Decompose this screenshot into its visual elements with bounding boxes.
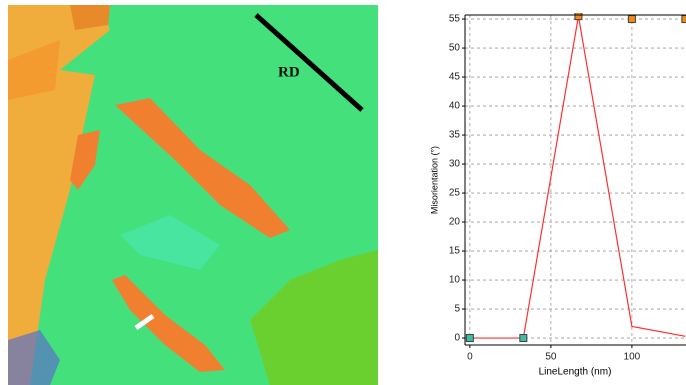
y-tick-label: 55 [449, 14, 461, 25]
line-scan-marker [134, 313, 155, 331]
rd-axis-line [254, 13, 364, 112]
grain [112, 275, 225, 372]
x-tick-label: 50 [545, 352, 557, 363]
orientation-map: RD [8, 5, 378, 385]
y-tick-label: 20 [449, 217, 461, 228]
y-axis-label: Misorientation (°) [429, 146, 439, 214]
y-tick-label: 5 [454, 304, 460, 315]
grain [70, 5, 110, 30]
y-tick-label: 25 [449, 188, 461, 199]
x-axis-label: LineLength (nm) [539, 367, 612, 378]
grain [115, 98, 290, 238]
x-tick-label: 0 [467, 352, 473, 363]
y-tick-label: 15 [449, 246, 461, 257]
grain [120, 215, 220, 270]
y-tick-label: 35 [449, 130, 461, 141]
grain [8, 40, 60, 100]
grain [250, 250, 378, 385]
plot-area [465, 13, 686, 345]
data-marker [627, 15, 636, 24]
data-marker [465, 334, 474, 343]
data-marker [574, 13, 583, 21]
y-tick-label: 30 [449, 159, 461, 170]
y-tick-label: 45 [449, 72, 461, 83]
y-tick-label: 10 [449, 275, 461, 286]
rd-label: RD [278, 64, 300, 80]
data-marker [681, 15, 686, 24]
x-tick-label: 100 [624, 352, 641, 363]
data-marker [519, 334, 528, 343]
y-tick-label: 0 [454, 333, 460, 344]
plot-background [465, 15, 686, 345]
y-tick-label: 40 [449, 101, 461, 112]
chart: Misorientation (°) LineLength (nm) 0 5 10 1… [429, 13, 686, 378]
grain [70, 130, 100, 190]
y-tick-label: 50 [449, 43, 461, 54]
grain [8, 330, 60, 385]
grain [8, 5, 110, 385]
